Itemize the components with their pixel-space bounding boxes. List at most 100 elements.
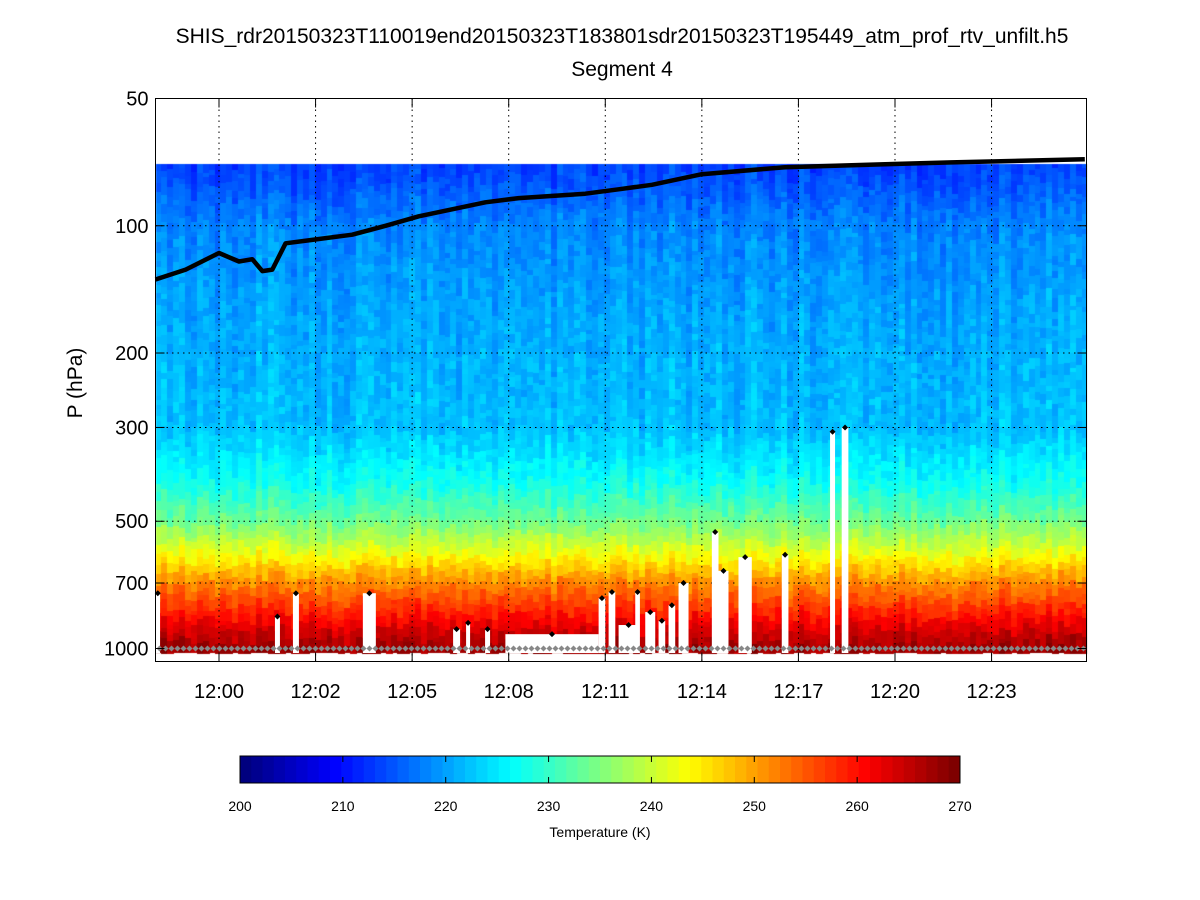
colorbar-swatch xyxy=(915,756,927,783)
surface-marker xyxy=(426,645,433,652)
cloud-top-marker xyxy=(274,613,281,620)
masked-column xyxy=(466,622,471,653)
colorbar-swatch xyxy=(847,756,860,783)
surface-marker xyxy=(510,645,517,652)
surface-marker xyxy=(168,645,175,652)
cloud-top-marker xyxy=(668,602,675,609)
surface-marker xyxy=(984,645,991,652)
colorbar-swatch xyxy=(858,756,871,783)
colorbar-swatch xyxy=(802,756,815,783)
colorbar-swatch xyxy=(285,756,297,783)
colorbar-swatch xyxy=(948,756,961,783)
surface-marker xyxy=(318,645,325,652)
surface-marker xyxy=(1038,645,1045,652)
colorbar-swatch xyxy=(453,756,466,783)
surface-marker xyxy=(264,645,271,652)
masked-columns xyxy=(155,427,849,653)
colorbar-swatch xyxy=(690,756,702,783)
colorbar-swatch xyxy=(532,756,545,783)
colorbar-swatch xyxy=(318,756,331,783)
surface-marker xyxy=(996,645,1003,652)
colorbar-swatch xyxy=(240,756,252,783)
surface-marker xyxy=(948,645,955,652)
surface-marker xyxy=(684,645,691,652)
x-tick-label: 12:23 xyxy=(967,681,1017,703)
masked-column xyxy=(453,629,461,653)
colorbar-swatch xyxy=(825,756,837,783)
surface-marker xyxy=(624,645,631,652)
cloud-top-marker xyxy=(712,528,719,535)
colorbar-swatch xyxy=(431,756,443,783)
colorbar-swatch xyxy=(386,756,398,783)
surface-marker xyxy=(834,645,841,652)
masked-column xyxy=(608,591,616,653)
surface-marker xyxy=(444,645,451,652)
surface-marker xyxy=(294,645,301,652)
surface-marker xyxy=(384,645,391,652)
x-tick-label: 12:02 xyxy=(291,681,341,703)
surface-marker xyxy=(756,645,763,652)
cloud-top-marker xyxy=(647,609,654,616)
surface-marker xyxy=(438,645,445,652)
surface-marker xyxy=(648,645,655,652)
masked-column xyxy=(362,593,376,653)
surface-marker xyxy=(360,645,367,652)
colorbar-swatch xyxy=(723,756,736,783)
surface-marker xyxy=(420,645,427,652)
surface-marker xyxy=(414,645,421,652)
masked-column xyxy=(718,570,729,653)
colorbar-tick-label: 220 xyxy=(434,798,458,814)
x-tick-label: 12:08 xyxy=(484,681,534,703)
surface-marker xyxy=(1044,645,1051,652)
masked-column xyxy=(274,616,280,653)
cloud-top-marker xyxy=(598,595,605,602)
surface-marker xyxy=(354,645,361,652)
y-tick-label: 50 xyxy=(126,89,148,111)
grid-lines xyxy=(155,98,1087,662)
colorbar-tick-label: 260 xyxy=(845,798,869,814)
surface-marker xyxy=(204,645,211,652)
surface-marker xyxy=(876,645,883,652)
colorbar-tick-label: 230 xyxy=(537,798,561,814)
surface-marker xyxy=(210,645,217,652)
surface-marker xyxy=(174,645,181,652)
surface-marker xyxy=(978,645,985,652)
surface-marker xyxy=(378,645,385,652)
surface-marker xyxy=(912,645,919,652)
surface-marker xyxy=(774,645,781,652)
surface-marker xyxy=(1002,645,1009,652)
cloud-top-marker xyxy=(625,622,632,629)
surface-marker xyxy=(714,645,721,652)
surface-marker xyxy=(936,645,943,652)
colorbar-swatch xyxy=(498,756,511,783)
masked-column xyxy=(781,554,789,653)
colorbar-label: Temperature (K) xyxy=(549,824,650,840)
surface-marker xyxy=(546,645,553,652)
cloud-top-marker xyxy=(658,617,665,624)
colorbar-swatch xyxy=(341,756,353,783)
surface-marker xyxy=(246,645,253,652)
surface-marker xyxy=(744,645,751,652)
surface-marker xyxy=(516,645,523,652)
colorbar-swatch xyxy=(555,756,567,783)
surface-marker xyxy=(270,645,277,652)
masked-column xyxy=(738,557,752,653)
cloud-top-marker xyxy=(453,626,460,633)
surface-marker xyxy=(600,645,607,652)
cloud-top-marker xyxy=(742,554,749,561)
x-tick-label: 12:11 xyxy=(581,681,630,703)
surface-marker xyxy=(1026,645,1033,652)
surface-marker xyxy=(498,645,505,652)
surface-marker xyxy=(324,645,331,652)
surface-marker xyxy=(678,645,685,652)
colorbar-swatch xyxy=(903,756,916,783)
surface-marker xyxy=(198,645,205,652)
surface-marker xyxy=(240,645,247,652)
surface-marker xyxy=(666,645,673,652)
colorbar-swatch xyxy=(273,756,286,783)
colorbar-swatch xyxy=(926,756,938,783)
colorbar-swatch xyxy=(611,756,623,783)
masked-column xyxy=(645,612,656,653)
surface-marker xyxy=(588,645,595,652)
surface-marker xyxy=(408,645,415,652)
